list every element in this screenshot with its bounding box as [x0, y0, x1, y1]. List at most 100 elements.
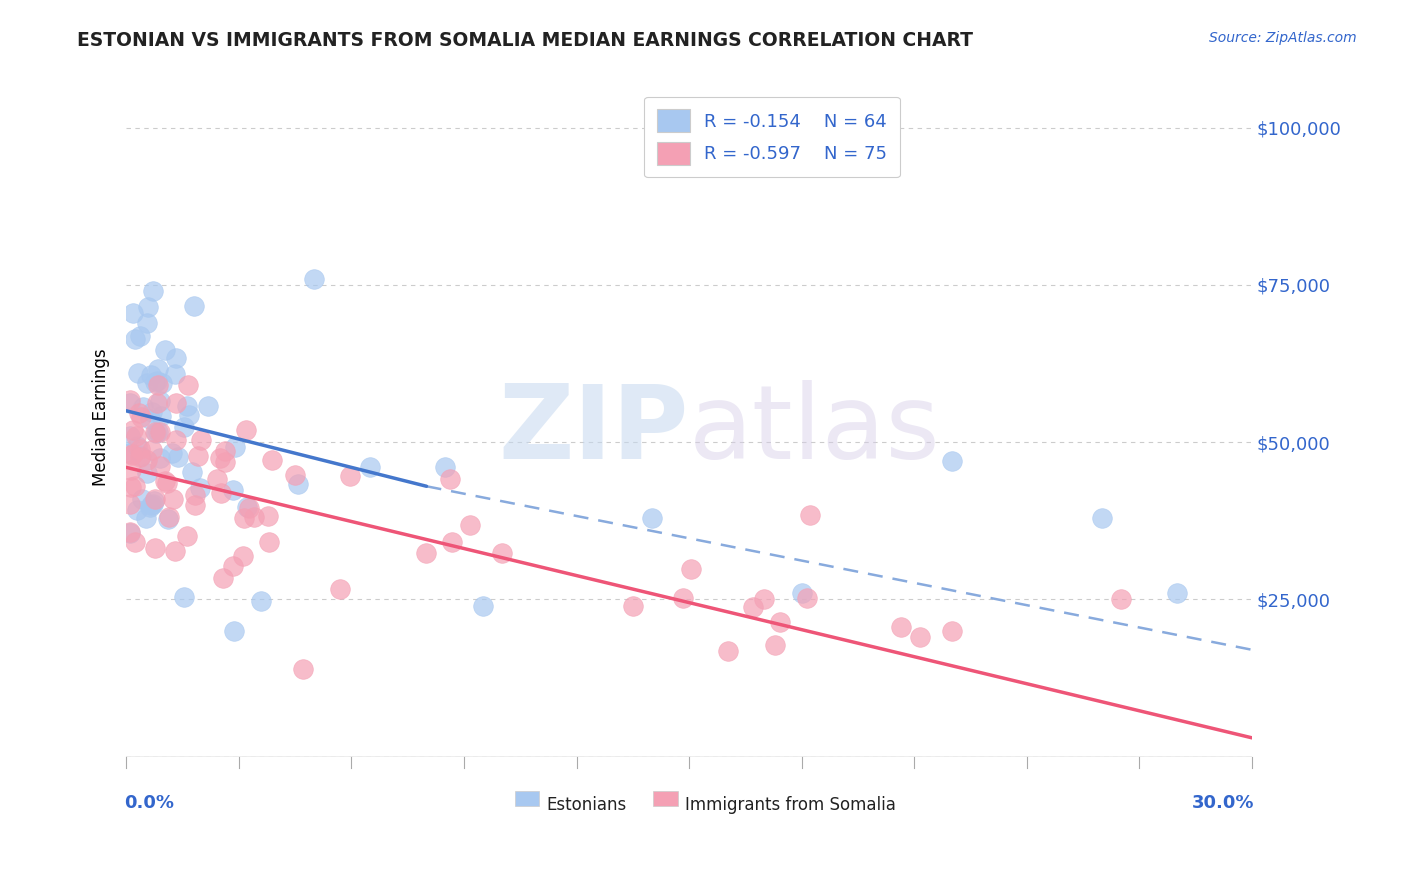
Text: 30.0%: 30.0% — [1192, 794, 1254, 812]
Point — [136, 316, 159, 330]
Point — [120, 462, 142, 476]
Point — [754, 592, 776, 607]
Point — [141, 498, 163, 512]
Y-axis label: Median Earnings: Median Earnings — [93, 348, 110, 486]
Point — [149, 425, 172, 440]
Point — [124, 534, 146, 549]
Point — [163, 367, 186, 381]
Point — [262, 453, 284, 467]
Point — [232, 549, 254, 564]
Point — [471, 599, 494, 613]
Point — [143, 493, 166, 508]
Point — [128, 406, 150, 420]
Point — [640, 510, 662, 524]
Point — [796, 591, 818, 606]
Point — [621, 599, 644, 613]
Point — [166, 450, 188, 465]
Point — [156, 475, 179, 490]
Point — [121, 306, 143, 320]
Point — [187, 450, 209, 464]
Point — [118, 428, 141, 442]
Point — [250, 594, 273, 608]
Point — [233, 511, 256, 525]
Point — [184, 498, 207, 512]
Point — [256, 509, 278, 524]
Point — [890, 620, 912, 634]
Point — [157, 509, 180, 524]
Point — [124, 333, 146, 347]
Text: 0.0%: 0.0% — [124, 794, 174, 812]
Point — [124, 429, 146, 443]
Point — [799, 508, 821, 522]
Point — [439, 472, 461, 486]
Point — [165, 351, 187, 365]
Point — [124, 479, 146, 493]
Point — [120, 480, 142, 494]
Point — [139, 500, 162, 515]
Point — [149, 459, 172, 474]
Point — [118, 497, 141, 511]
Point — [146, 362, 169, 376]
Point — [129, 328, 152, 343]
Point — [1166, 586, 1188, 600]
Point — [672, 591, 695, 605]
Point — [176, 529, 198, 543]
Point — [145, 425, 167, 440]
Point — [1091, 510, 1114, 524]
Point — [716, 644, 738, 658]
Point — [127, 366, 149, 380]
Point — [121, 446, 143, 460]
Point — [118, 396, 141, 410]
Point — [434, 460, 457, 475]
Point — [136, 376, 159, 391]
Point — [129, 450, 152, 464]
Point — [141, 443, 163, 458]
Point — [177, 408, 200, 422]
Text: Source: ZipAtlas.com: Source: ZipAtlas.com — [1209, 31, 1357, 45]
Point — [302, 271, 325, 285]
Point — [135, 452, 157, 467]
Point — [146, 395, 169, 409]
Point — [190, 433, 212, 447]
Point — [165, 434, 187, 448]
Point — [681, 562, 703, 576]
FancyBboxPatch shape — [515, 790, 540, 805]
Point — [129, 410, 152, 425]
Point — [141, 405, 163, 419]
Point — [145, 374, 167, 388]
Point — [763, 638, 786, 652]
Point — [143, 491, 166, 506]
Point — [150, 409, 173, 423]
Point — [118, 524, 141, 539]
Point — [165, 395, 187, 409]
Point — [292, 662, 315, 676]
Point — [769, 615, 792, 630]
Point — [156, 512, 179, 526]
Point — [127, 502, 149, 516]
Point — [790, 586, 813, 600]
Point — [142, 497, 165, 511]
Point — [118, 393, 141, 408]
Point — [184, 488, 207, 502]
Text: Estonians: Estonians — [546, 797, 627, 814]
Point — [1109, 592, 1132, 607]
Point — [136, 300, 159, 314]
Point — [741, 599, 763, 614]
Point — [173, 590, 195, 604]
Point — [162, 491, 184, 506]
Point — [131, 491, 153, 506]
Point — [908, 630, 931, 644]
Point — [224, 624, 246, 638]
Point — [415, 546, 437, 560]
Point — [139, 368, 162, 383]
Point — [160, 445, 183, 459]
Point — [146, 425, 169, 439]
Point — [177, 378, 200, 392]
Point — [236, 500, 259, 514]
Point — [153, 475, 176, 489]
Point — [118, 446, 141, 460]
Point — [205, 472, 228, 486]
Point — [150, 376, 173, 390]
Point — [359, 460, 381, 475]
Point — [208, 451, 231, 466]
